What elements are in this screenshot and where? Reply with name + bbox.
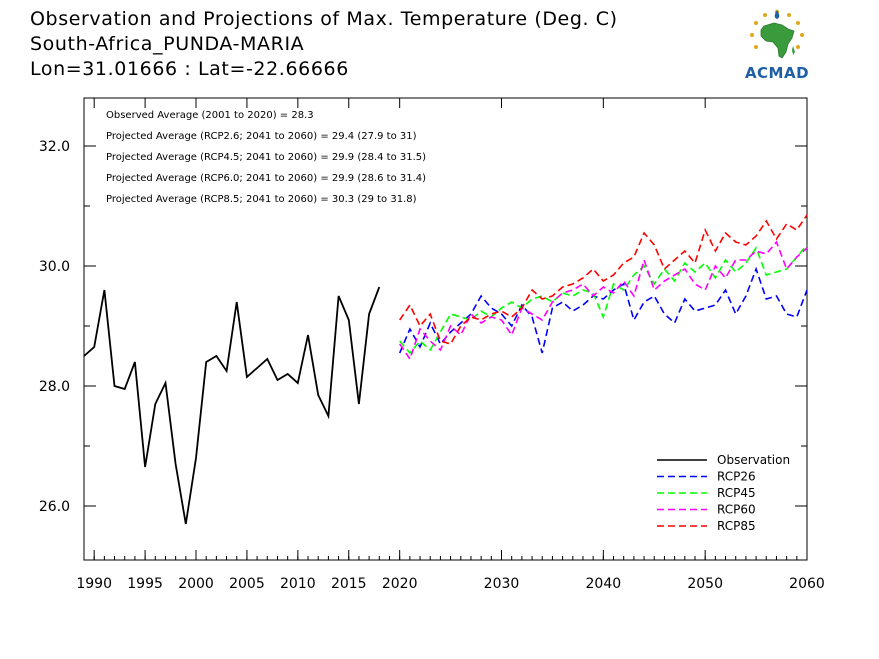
legend-label-rcp45: RCP45 bbox=[717, 486, 756, 500]
logo-text: ACMAD bbox=[744, 64, 810, 82]
average-annotation: Projected Average (RCP8.5; 2041 to 2060)… bbox=[106, 194, 417, 205]
acmad-logo: ACMAD bbox=[736, 8, 818, 84]
x-tick-label: 2000 bbox=[178, 576, 214, 592]
x-tick-label: 2040 bbox=[586, 576, 622, 592]
plot-frame bbox=[83, 97, 808, 561]
x-tick-label: 2005 bbox=[229, 576, 265, 592]
x-tick-label: 2030 bbox=[484, 576, 520, 592]
series-rcp60-line bbox=[399, 240, 808, 361]
x-tick-label: 1990 bbox=[76, 576, 112, 592]
y-tick-label: 30.0 bbox=[39, 259, 70, 275]
station-coordinates: Lon=31.01666 : Lat=-22.66666 bbox=[30, 58, 349, 80]
average-annotation: Projected Average (RCP2.6; 2041 to 2060)… bbox=[106, 131, 417, 142]
station-name: South-Africa_PUNDA-MARIA bbox=[30, 33, 305, 55]
average-annotation: Projected Average (RCP4.5; 2041 to 2060)… bbox=[106, 152, 426, 163]
x-tick-label: 2015 bbox=[331, 576, 367, 592]
average-annotation: Projected Average (RCP6.0; 2041 to 2060)… bbox=[106, 173, 426, 184]
y-tick-label: 26.0 bbox=[39, 499, 70, 515]
x-tick-label: 2050 bbox=[687, 576, 723, 592]
x-tick-label: 2060 bbox=[789, 576, 825, 592]
series-rcp85-line bbox=[399, 214, 808, 345]
chart-title: Observation and Projections of Max. Temp… bbox=[30, 8, 618, 30]
africa-map-icon bbox=[750, 9, 804, 59]
legend-label-rcp60: RCP60 bbox=[717, 503, 756, 517]
x-tick-label: 2020 bbox=[382, 576, 418, 592]
y-tick-label: 28.0 bbox=[39, 379, 70, 395]
series-rcp26-line bbox=[398, 266, 808, 354]
legend-label-rcp85: RCP85 bbox=[717, 519, 756, 533]
x-tick-label: 2010 bbox=[280, 576, 316, 592]
average-annotation: Observed Average (2001 to 2020) = 28.3 bbox=[106, 110, 314, 121]
y-tick-label: 32.0 bbox=[39, 139, 70, 155]
legend-label-observation: Observation bbox=[717, 453, 790, 467]
series-observation-line bbox=[83, 286, 381, 525]
legend-label-rcp26: RCP26 bbox=[717, 470, 756, 484]
x-tick-label: 1995 bbox=[127, 576, 163, 592]
